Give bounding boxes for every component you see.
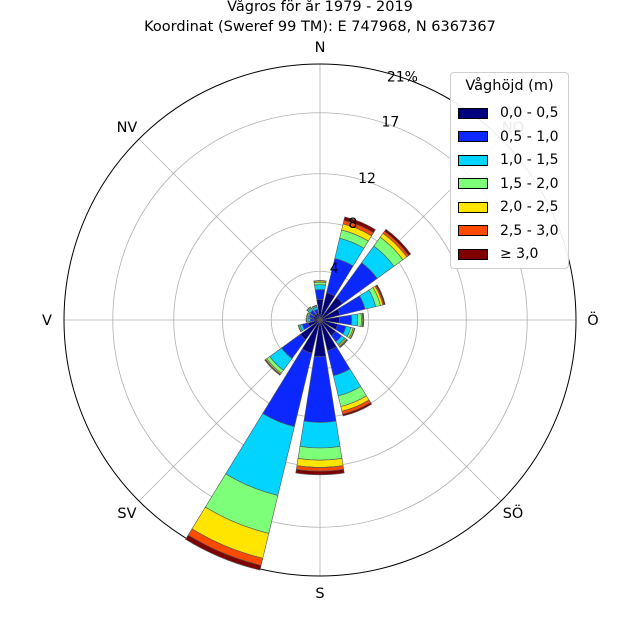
direction-label: SV bbox=[117, 506, 136, 522]
rose-bar-segment bbox=[264, 359, 281, 376]
rose-bar-segment bbox=[306, 306, 312, 312]
legend-label: 1,0 - 1,5 bbox=[500, 152, 559, 168]
rose-bar-segment bbox=[362, 312, 365, 328]
rose-bar-segment bbox=[185, 534, 262, 571]
rose-bar-segment bbox=[309, 318, 315, 322]
rose-bar-segment bbox=[307, 317, 311, 323]
direction-label: SÖ bbox=[503, 504, 524, 522]
legend-entry: 2,5 - 3,0 bbox=[458, 223, 558, 239]
rose-bar-segment bbox=[299, 420, 341, 449]
legend-swatch bbox=[458, 178, 488, 189]
rose-bar-segment bbox=[313, 280, 327, 282]
rose-bar-segment bbox=[356, 313, 362, 327]
direction-label: V bbox=[42, 313, 52, 329]
legend-label: 0,0 - 0,5 bbox=[500, 105, 559, 121]
radial-gridline bbox=[319, 319, 502, 502]
rose-bar-segment bbox=[375, 284, 386, 305]
legend-swatch bbox=[458, 201, 488, 213]
radial-tick-label: 21% bbox=[387, 69, 418, 85]
legend-label: 2,5 - 3,0 bbox=[500, 222, 559, 239]
legend-entry: 0,0 - 0,5 bbox=[458, 105, 558, 121]
radial-gridline bbox=[138, 138, 321, 321]
legend-label: ≥ 3,0 bbox=[500, 246, 539, 262]
rose-bar-segment bbox=[342, 402, 373, 417]
rose-bar-segment bbox=[338, 314, 352, 326]
legend-swatch bbox=[458, 131, 488, 142]
direction-label: S bbox=[315, 586, 324, 602]
rose-bar-segment bbox=[295, 468, 345, 476]
rose-bar-segment bbox=[305, 317, 308, 323]
legend: Våghöjd (m) 0,0 - 0,5 0,5 - 1,0 1,0 - 1,5 1… bbox=[450, 72, 569, 269]
legend-entry: 0,5 - 1,0 bbox=[458, 129, 558, 145]
rose-bar-segment bbox=[311, 304, 317, 308]
chart-title-line1: Vågros för år 1979 - 2019 bbox=[227, 0, 413, 15]
rose-bar-segment bbox=[314, 284, 326, 291]
rose-bar-segment bbox=[339, 339, 349, 349]
legend-entry: 1,0 - 1,5 bbox=[458, 152, 558, 168]
legend-label: 2,0 - 2,5 bbox=[500, 199, 559, 215]
direction-label: NV bbox=[117, 120, 138, 136]
legend-label: 1,5 - 2,0 bbox=[500, 175, 559, 192]
rose-bar-segment bbox=[343, 216, 376, 234]
rose-bar-segment bbox=[384, 228, 412, 256]
legend-title: Våghöjd (m) bbox=[465, 78, 554, 94]
radial-grid-circle bbox=[112, 112, 528, 528]
legend-entry: 1,5 - 2,0 bbox=[458, 176, 558, 192]
radial-tick-label: 4 bbox=[330, 261, 339, 277]
rose-bar-segment bbox=[297, 446, 343, 461]
radial-tick-label: 8 bbox=[348, 216, 357, 232]
outer-ring bbox=[63, 63, 577, 577]
axis-labels: NNOÖSÖSSVVNV48121721% bbox=[42, 40, 599, 602]
legend-entry: 2,0 - 2,5 bbox=[458, 199, 558, 215]
direction-label: Ö bbox=[587, 311, 598, 329]
direction-label: N bbox=[315, 40, 326, 56]
rose-bar-segment bbox=[297, 324, 302, 333]
rose-bar-segment bbox=[314, 289, 326, 300]
legend-swatch bbox=[458, 107, 488, 119]
legend-swatch bbox=[458, 154, 488, 166]
chart-title: Vågros för år 1979 - 2019 Koordinat (Swe… bbox=[0, 0, 640, 37]
legend-label: 0,5 - 1,0 bbox=[500, 128, 559, 145]
rose-bars bbox=[185, 216, 412, 571]
chart-subtitle: Koordinat (Sweref 99 TM): E 747968, N 63… bbox=[144, 19, 496, 35]
legend-swatch bbox=[458, 225, 488, 236]
radial-tick-label: 12 bbox=[358, 171, 376, 187]
rose-bar-segment bbox=[306, 312, 309, 318]
legend-entry: ≥ 3,0 bbox=[458, 246, 538, 262]
legend-swatch bbox=[458, 248, 488, 260]
radial-tick-label: 17 bbox=[381, 115, 399, 131]
rose-bar-segment bbox=[349, 327, 356, 340]
rose-bar-segment bbox=[350, 313, 359, 327]
